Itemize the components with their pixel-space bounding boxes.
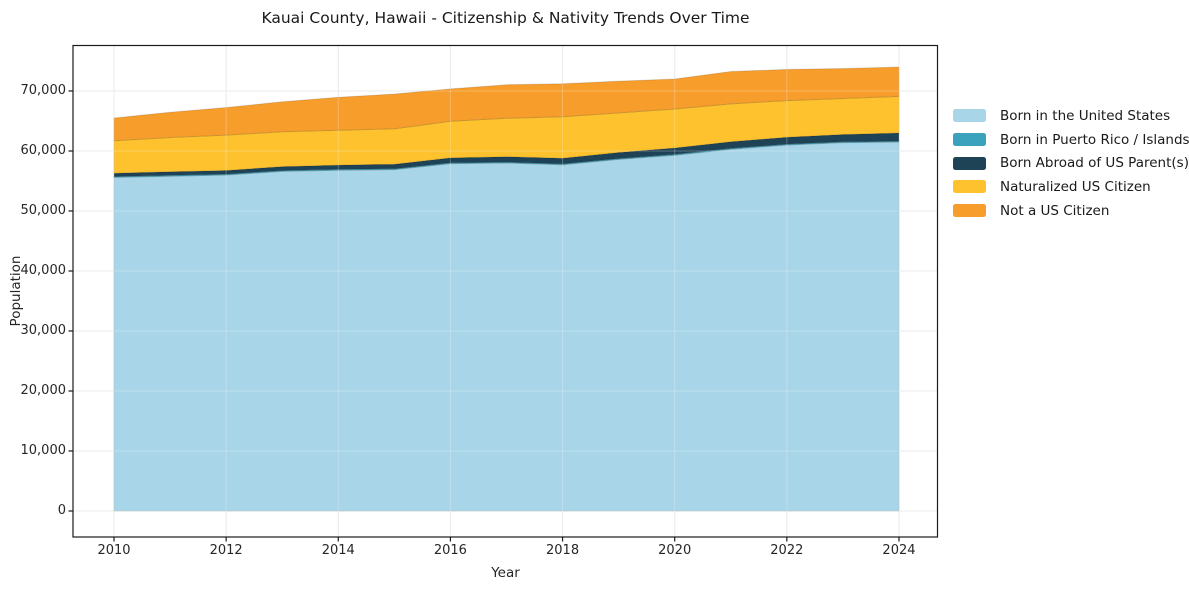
- y-tick-label: 10,000: [20, 443, 67, 458]
- x-tick-label: 2018: [546, 543, 580, 558]
- legend-item-2: Born in Puerto Rico / Islands: [953, 128, 1189, 152]
- plot-frame: [72, 44, 939, 538]
- y-tick-label: 20,000: [20, 383, 67, 398]
- x-tick-label: 2022: [770, 543, 804, 558]
- legend-label: Born in the United States: [1000, 107, 1171, 124]
- legend-label: Not a US Citizen: [1000, 202, 1110, 219]
- y-tick-label: 70,000: [20, 83, 67, 98]
- y-tick-label: 0: [57, 503, 66, 518]
- y-tick-label: 50,000: [20, 203, 67, 218]
- y-axis-label: Population: [8, 255, 24, 327]
- legend-label: Born Abroad of US Parent(s): [1000, 155, 1189, 172]
- legend-item-5: Not a US Citizen: [953, 199, 1189, 223]
- x-tick-label: 2010: [97, 543, 131, 558]
- x-tick-label: 2012: [209, 543, 243, 558]
- x-tick-label: 2024: [882, 543, 916, 558]
- legend-label: Born in Puerto Rico / Islands: [1000, 131, 1189, 148]
- legend-item-1: Born in the United States: [953, 104, 1189, 128]
- area-series-5: [113, 66, 900, 142]
- legend-item-4: Naturalized US Citizen: [953, 175, 1189, 199]
- y-tick-label: 30,000: [20, 323, 67, 338]
- x-tick-label: 2020: [658, 543, 692, 558]
- chart-title: Kauai County, Hawaii - Citizenship & Nat…: [261, 9, 750, 27]
- legend: Born in the United States Born in Puerto …: [953, 104, 1189, 222]
- x-tick-label: 2016: [433, 543, 467, 558]
- legend-swatch: [953, 156, 986, 170]
- x-tick-label: 2014: [321, 543, 355, 558]
- legend-item-3: Born Abroad of US Parent(s): [953, 151, 1189, 175]
- y-tick-label: 40,000: [20, 263, 67, 278]
- legend-swatch: [953, 180, 986, 194]
- legend-swatch: [953, 109, 986, 123]
- area-series-1: [113, 141, 900, 512]
- legend-label: Naturalized US Citizen: [1000, 178, 1151, 195]
- y-tick-label: 60,000: [20, 143, 67, 158]
- legend-swatch: [953, 133, 986, 147]
- legend-swatch: [953, 204, 986, 218]
- x-axis-label: Year: [491, 565, 520, 581]
